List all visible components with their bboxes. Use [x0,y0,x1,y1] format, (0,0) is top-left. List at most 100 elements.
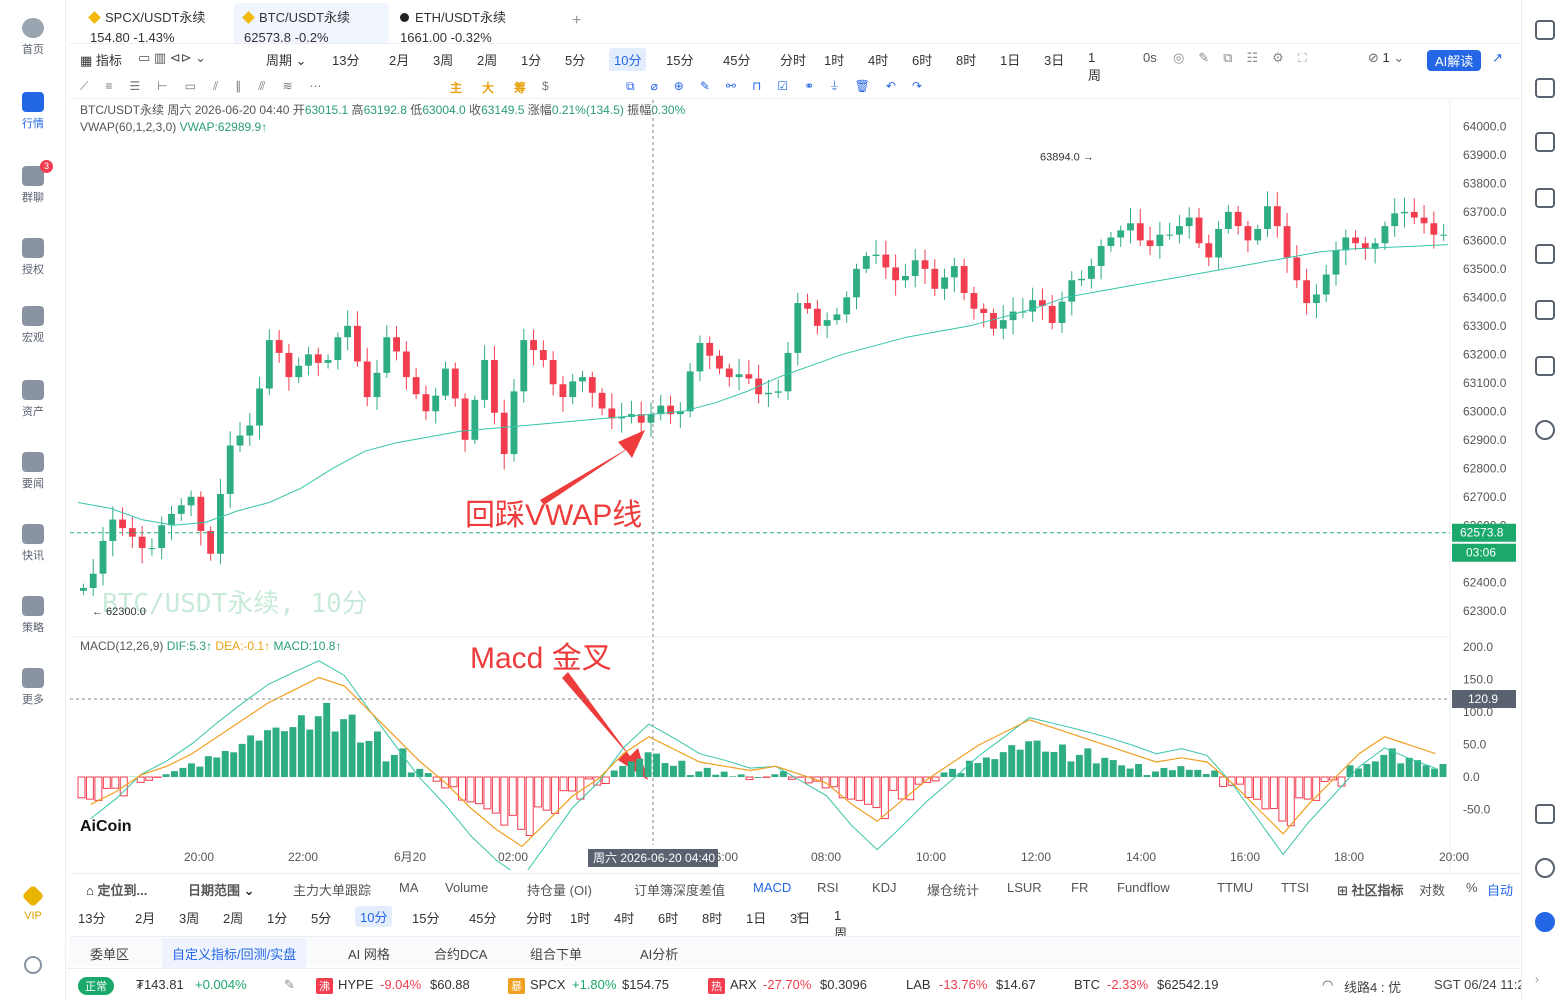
panel-tab-3[interactable]: 合约DCA [434,944,487,963]
interval-15[interactable]: 3日 [1044,50,1064,69]
ticker-symbol[interactable]: BTC [1074,977,1100,992]
interval-3[interactable]: 2周 [477,50,497,69]
interval-3[interactable]: 2周 [223,908,243,927]
interval-1[interactable]: 2月 [135,908,155,927]
indicator-1[interactable]: MA [399,880,419,895]
indicator-6[interactable]: RSI [817,880,839,895]
ticker-symbol[interactable]: ARX [730,977,757,992]
interval-8[interactable]: 45分 [723,50,750,69]
date-range-dropdown[interactable]: 日期范围 ⌄ [188,880,255,899]
support-icon[interactable] [1535,858,1555,878]
tool-icons[interactable]: ◎✎⧉☷⚙⛶ [1173,50,1321,66]
indicator-12[interactable]: TTMU [1217,880,1253,895]
calc-icon[interactable] [1535,804,1555,824]
nav-macro[interactable]: 宏观 [0,306,66,345]
interval-13[interactable]: 8时 [956,50,976,69]
indicator-11[interactable]: Fundflow [1117,880,1170,895]
kline-chart[interactable]: 64000.063900.063800.063700.063600.063500… [70,100,1520,870]
document-icon[interactable] [1535,78,1555,98]
interval-9[interactable]: 分时 [780,50,806,69]
interval-13[interactable]: 8时 [702,908,722,927]
interval-1[interactable]: 2月 [389,50,409,69]
list-icon[interactable] [1535,20,1555,40]
tab-btc[interactable]: BTC/USDT永续 62573.8 -0.2% [234,3,389,43]
indicator-3[interactable]: 持仓量 (OI) [527,880,592,899]
interval-5[interactable]: 5分 [565,50,585,69]
drawing-tools[interactable]: ⟋≡☰⊢▭⫽∥⫻≋⋯ [80,79,339,94]
interval-8[interactable]: 45分 [469,908,496,927]
panel-tab-4[interactable]: 组合下单 [530,944,582,963]
ai-explain-button[interactable]: AI解读 [1427,50,1481,71]
pen-icon[interactable]: ✎ [284,977,295,993]
nav-auth[interactable]: 授权 [0,238,66,277]
bot-icon[interactable] [1535,356,1555,376]
interval-6[interactable]: 10分 [355,906,392,927]
dollar-icon[interactable]: $ [542,79,549,93]
add-tab-button[interactable]: + [562,8,591,48]
nav-strategy[interactable]: 策略 [0,596,66,635]
panel-tab-0[interactable]: 委单区 [90,944,129,963]
indicator-8[interactable]: 爆仓统计 [927,880,979,899]
swap-icon[interactable] [1535,420,1555,440]
assistant-icon[interactable] [1535,912,1555,932]
bar-chart-icon[interactable] [1535,244,1555,264]
collapse-icon[interactable]: › [1535,972,1555,992]
nav-home[interactable]: 首页 [0,18,66,57]
panel-tab-5[interactable]: AI分析 [640,944,678,963]
indicator-4[interactable]: 订单簿深度差值 [634,880,725,899]
dollar-doc-icon[interactable] [1535,132,1555,152]
nav-assets[interactable]: 资产 [0,380,66,419]
big-order-label[interactable]: 大 [482,79,494,96]
nav-more[interactable]: 更多 [0,668,66,707]
interval-2[interactable]: 3周 [433,50,453,69]
settings-button[interactable] [0,956,66,977]
community-indicator[interactable]: ⊞ 社区指标 [1337,880,1404,899]
indicator-2[interactable]: Volume [445,880,488,895]
interval-10[interactable]: 1时 [570,908,590,927]
main-force-label[interactable]: 主 [450,79,462,96]
layout-count[interactable]: ⊘ 1 ⌄ [1368,50,1404,66]
interval-6[interactable]: 10分 [609,48,646,71]
interval-11[interactable]: 4时 [614,908,634,927]
ticker-symbol[interactable]: SPCX [530,977,565,992]
period-dropdown[interactable]: 周期 ⌄ [266,50,307,69]
etf-icon[interactable] [1535,300,1555,320]
interval-7[interactable]: 15分 [666,50,693,69]
share-icon[interactable]: ↗ [1492,50,1503,66]
indicator-10[interactable]: FR [1071,880,1088,895]
indicator-9[interactable]: LSUR [1007,880,1042,895]
edit-tools[interactable]: ⧉⌀⊕✎⚯⊓☑⚭⏚🗑↶↷ [626,79,938,94]
interval-5[interactable]: 5分 [311,908,331,927]
chip-label[interactable]: 筹 [514,79,526,96]
tab-spcx[interactable]: SPCX/USDT永续 154.80 -1.43% [80,3,230,43]
interval-11[interactable]: 4时 [868,50,888,69]
percent-toggle[interactable]: % [1466,880,1478,895]
chart-up-icon[interactable] [1535,188,1555,208]
interval-2[interactable]: 3周 [179,908,199,927]
interval-12[interactable]: 6时 [658,908,678,927]
interval-7[interactable]: 15分 [412,908,439,927]
nav-flash[interactable]: 快讯 [0,524,66,563]
ticker-symbol[interactable]: LAB [906,977,931,992]
locate-button[interactable]: ⌂ 定位到... [86,880,147,899]
indicator-13[interactable]: TTSI [1281,880,1309,895]
indicator-7[interactable]: KDJ [872,880,897,895]
interval-4[interactable]: 1分 [521,50,541,69]
panel-tab-2[interactable]: AI 网格 [348,944,390,963]
interval-12[interactable]: 6时 [912,50,932,69]
nav-news[interactable]: 要闻 [0,452,66,491]
ticker-symbol[interactable]: HYPE [338,977,373,992]
indicator-0[interactable]: 主力大单跟踪 [293,880,371,899]
layout-icons[interactable]: ▭ ▥ ⊲⊳ ⌄ [138,50,206,66]
auto-scale-toggle[interactable]: 自动 [1487,880,1513,899]
interval-10[interactable]: 1时 [824,50,844,69]
interval-0[interactable]: 13分 [332,50,359,69]
indicator-button[interactable]: ▦ 指标 [80,50,122,69]
nav-market[interactable]: 行情 [0,92,66,131]
log-scale-toggle[interactable]: 对数 [1419,880,1445,899]
nav-vip[interactable]: VIP [0,888,66,922]
close-interval-bar[interactable]: × [796,908,804,923]
panel-tab-1[interactable]: 自定义指标/回测/实盘 [162,938,306,971]
interval-14[interactable]: 1日 [1000,50,1020,69]
